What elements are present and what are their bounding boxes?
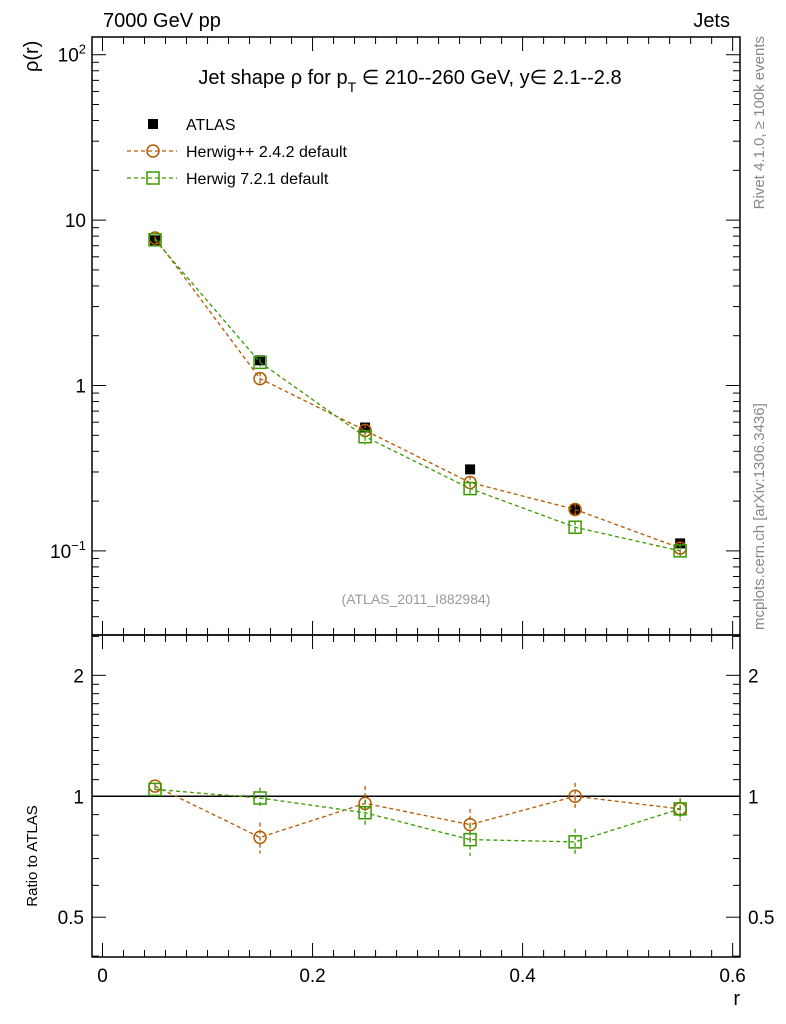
ratio-y-axis-label: Ratio to ATLAS (24, 805, 41, 906)
side-label-top: Rivet 4.1.0, ≥ 100k events (751, 36, 768, 209)
legend-marker (148, 119, 158, 129)
legend-label: ATLAS (186, 117, 236, 134)
legend-label: Herwig 7.2.1 default (186, 171, 329, 188)
x-axis-label: r (733, 988, 740, 1010)
data-point (148, 782, 162, 797)
legend-label: Herwig++ 2.4.2 default (186, 144, 348, 161)
x-tick-label: 0.2 (299, 966, 325, 987)
watermark: (ATLAS_2011_I882984) (342, 591, 491, 607)
series-line-1 (154, 237, 681, 549)
series-line-2 (154, 239, 681, 552)
data-point (253, 791, 267, 805)
data-point (358, 805, 372, 820)
data-point (253, 371, 267, 386)
x-tick-label: 0 (97, 966, 108, 987)
ratio-y-tick-label-right: 0.5 (748, 908, 774, 929)
plot-title: Jet shape ρ for pT ∈ 210--260 GeV, y∈ 2.… (198, 67, 621, 95)
legend-marker (146, 171, 160, 185)
data-point (568, 789, 582, 804)
series-line-0 (154, 785, 681, 839)
ratio-y-tick-label: 2 (73, 666, 84, 687)
data-point (463, 832, 477, 847)
y-tick-label: 10−1 (50, 538, 86, 563)
data-point (463, 481, 477, 496)
y-tick-label: 102 (58, 42, 86, 67)
data-point (465, 464, 476, 475)
ratio-y-tick-label-right: 1 (748, 787, 759, 808)
ratio-y-tick-label-right: 2 (748, 666, 759, 687)
y-tick-label: 10 (65, 211, 86, 232)
data-point (673, 802, 687, 816)
side-label-bottom: mcplots.cern.ch [arXiv:1306.3436] (751, 403, 768, 630)
data-point (253, 830, 267, 845)
y-tick-label: 1 (75, 376, 86, 397)
data-point (568, 835, 582, 849)
data-point (673, 544, 687, 558)
data-point (463, 817, 477, 832)
header-left: 7000 GeV pp (103, 10, 221, 32)
ratio-y-tick-label: 1 (73, 787, 84, 808)
legend: ATLAS Herwig++ 2.4.2 default Herwig 7.2.1 … (127, 117, 348, 188)
x-tick-label: 0.6 (719, 966, 745, 987)
series-line-1 (154, 788, 681, 843)
y-axis-label: ρ(r) (21, 41, 43, 72)
data-point (358, 429, 372, 444)
data-point (568, 502, 582, 517)
data-point (568, 520, 582, 534)
data-point (253, 355, 267, 370)
ratio-y-tick-label: 0.5 (58, 908, 84, 929)
data-point (148, 233, 162, 247)
header-right: Jets (693, 10, 730, 32)
legend-marker (146, 144, 160, 158)
x-tick-label: 0.4 (509, 966, 536, 987)
